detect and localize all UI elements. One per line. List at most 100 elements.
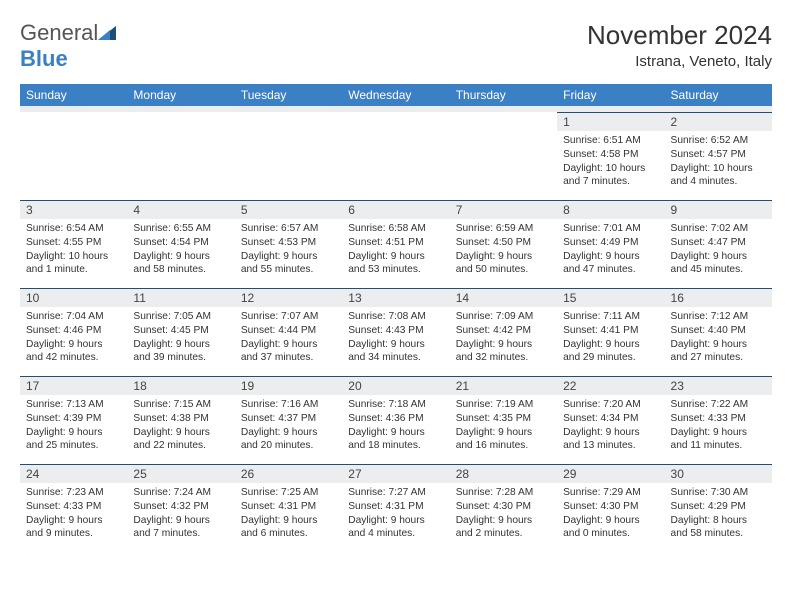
day-number: 11: [127, 288, 234, 307]
day-cell: 3Sunrise: 6:54 AMSunset: 4:55 PMDaylight…: [20, 200, 127, 288]
day-cell: 15Sunrise: 7:11 AMSunset: 4:41 PMDayligh…: [557, 288, 664, 376]
weekday-wednesday: Wednesday: [342, 84, 449, 106]
day-details: Sunrise: 6:55 AMSunset: 4:54 PMDaylight:…: [127, 219, 234, 280]
day-cell: 2Sunrise: 6:52 AMSunset: 4:57 PMDaylight…: [665, 112, 772, 200]
day-number: 4: [127, 200, 234, 219]
day-details: Sunrise: 7:01 AMSunset: 4:49 PMDaylight:…: [557, 219, 664, 280]
day-cell: 5Sunrise: 6:57 AMSunset: 4:53 PMDaylight…: [235, 200, 342, 288]
day-cell: 20Sunrise: 7:18 AMSunset: 4:36 PMDayligh…: [342, 376, 449, 464]
day-details: Sunrise: 7:18 AMSunset: 4:36 PMDaylight:…: [342, 395, 449, 456]
day-details: Sunrise: 7:05 AMSunset: 4:45 PMDaylight:…: [127, 307, 234, 368]
day-cell: 9Sunrise: 7:02 AMSunset: 4:47 PMDaylight…: [665, 200, 772, 288]
day-number: 23: [665, 376, 772, 395]
day-number: 25: [127, 464, 234, 483]
day-cell: 13Sunrise: 7:08 AMSunset: 4:43 PMDayligh…: [342, 288, 449, 376]
weekday-friday: Friday: [557, 84, 664, 106]
day-cell: 12Sunrise: 7:07 AMSunset: 4:44 PMDayligh…: [235, 288, 342, 376]
day-details: Sunrise: 7:08 AMSunset: 4:43 PMDaylight:…: [342, 307, 449, 368]
calendar-body: 1Sunrise: 6:51 AMSunset: 4:58 PMDaylight…: [20, 112, 772, 552]
day-number: 24: [20, 464, 127, 483]
day-details: Sunrise: 6:57 AMSunset: 4:53 PMDaylight:…: [235, 219, 342, 280]
day-cell: 29Sunrise: 7:29 AMSunset: 4:30 PMDayligh…: [557, 464, 664, 552]
day-number: 5: [235, 200, 342, 219]
logo-blue: Blue: [20, 46, 68, 71]
day-cell: [127, 112, 234, 200]
day-number: 3: [20, 200, 127, 219]
logo-text: GeneralBlue: [20, 20, 116, 72]
header: GeneralBlue November 2024 Istrana, Venet…: [20, 20, 772, 72]
location: Istrana, Veneto, Italy: [587, 53, 772, 70]
calendar-row: 24Sunrise: 7:23 AMSunset: 4:33 PMDayligh…: [20, 464, 772, 552]
day-number: 13: [342, 288, 449, 307]
day-details: Sunrise: 7:15 AMSunset: 4:38 PMDaylight:…: [127, 395, 234, 456]
day-details: Sunrise: 7:07 AMSunset: 4:44 PMDaylight:…: [235, 307, 342, 368]
day-details: Sunrise: 7:27 AMSunset: 4:31 PMDaylight:…: [342, 483, 449, 544]
day-number: 27: [342, 464, 449, 483]
day-details: Sunrise: 6:54 AMSunset: 4:55 PMDaylight:…: [20, 219, 127, 280]
day-cell: 21Sunrise: 7:19 AMSunset: 4:35 PMDayligh…: [450, 376, 557, 464]
day-details: Sunrise: 7:11 AMSunset: 4:41 PMDaylight:…: [557, 307, 664, 368]
day-details: Sunrise: 7:29 AMSunset: 4:30 PMDaylight:…: [557, 483, 664, 544]
logo: GeneralBlue: [20, 20, 116, 72]
logo-general: General: [20, 20, 98, 45]
day-number: 29: [557, 464, 664, 483]
day-details: Sunrise: 7:09 AMSunset: 4:42 PMDaylight:…: [450, 307, 557, 368]
day-number: 1: [557, 112, 664, 131]
day-cell: 30Sunrise: 7:30 AMSunset: 4:29 PMDayligh…: [665, 464, 772, 552]
calendar-table: Sunday Monday Tuesday Wednesday Thursday…: [20, 84, 772, 552]
day-number: 16: [665, 288, 772, 307]
day-cell: 1Sunrise: 6:51 AMSunset: 4:58 PMDaylight…: [557, 112, 664, 200]
day-details: Sunrise: 7:20 AMSunset: 4:34 PMDaylight:…: [557, 395, 664, 456]
day-number: 19: [235, 376, 342, 395]
day-number: 18: [127, 376, 234, 395]
day-number: 14: [450, 288, 557, 307]
weekday-sunday: Sunday: [20, 84, 127, 106]
day-details: Sunrise: 7:23 AMSunset: 4:33 PMDaylight:…: [20, 483, 127, 544]
day-number: 9: [665, 200, 772, 219]
weekday-monday: Monday: [127, 84, 234, 106]
calendar-row: 1Sunrise: 6:51 AMSunset: 4:58 PMDaylight…: [20, 112, 772, 200]
day-cell: 26Sunrise: 7:25 AMSunset: 4:31 PMDayligh…: [235, 464, 342, 552]
day-cell: [342, 112, 449, 200]
day-details: Sunrise: 7:22 AMSunset: 4:33 PMDaylight:…: [665, 395, 772, 456]
month-title: November 2024: [587, 20, 772, 51]
day-number: 28: [450, 464, 557, 483]
calendar-row: 10Sunrise: 7:04 AMSunset: 4:46 PMDayligh…: [20, 288, 772, 376]
day-number: 26: [235, 464, 342, 483]
day-cell: 23Sunrise: 7:22 AMSunset: 4:33 PMDayligh…: [665, 376, 772, 464]
weekday-saturday: Saturday: [665, 84, 772, 106]
weekday-tuesday: Tuesday: [235, 84, 342, 106]
day-number: 30: [665, 464, 772, 483]
day-cell: 11Sunrise: 7:05 AMSunset: 4:45 PMDayligh…: [127, 288, 234, 376]
weekday-header-row: Sunday Monday Tuesday Wednesday Thursday…: [20, 84, 772, 106]
day-details: Sunrise: 7:12 AMSunset: 4:40 PMDaylight:…: [665, 307, 772, 368]
day-details: Sunrise: 7:30 AMSunset: 4:29 PMDaylight:…: [665, 483, 772, 544]
day-cell: 18Sunrise: 7:15 AMSunset: 4:38 PMDayligh…: [127, 376, 234, 464]
day-details: Sunrise: 7:16 AMSunset: 4:37 PMDaylight:…: [235, 395, 342, 456]
day-cell: 24Sunrise: 7:23 AMSunset: 4:33 PMDayligh…: [20, 464, 127, 552]
day-cell: 8Sunrise: 7:01 AMSunset: 4:49 PMDaylight…: [557, 200, 664, 288]
day-details: Sunrise: 7:19 AMSunset: 4:35 PMDaylight:…: [450, 395, 557, 456]
title-area: November 2024 Istrana, Veneto, Italy: [587, 20, 772, 70]
day-number: 12: [235, 288, 342, 307]
day-cell: [450, 112, 557, 200]
day-number: 21: [450, 376, 557, 395]
day-details: Sunrise: 6:51 AMSunset: 4:58 PMDaylight:…: [557, 131, 664, 192]
calendar-row: 17Sunrise: 7:13 AMSunset: 4:39 PMDayligh…: [20, 376, 772, 464]
weekday-thursday: Thursday: [450, 84, 557, 106]
day-details: Sunrise: 6:59 AMSunset: 4:50 PMDaylight:…: [450, 219, 557, 280]
day-cell: 22Sunrise: 7:20 AMSunset: 4:34 PMDayligh…: [557, 376, 664, 464]
day-cell: 27Sunrise: 7:27 AMSunset: 4:31 PMDayligh…: [342, 464, 449, 552]
day-number: 15: [557, 288, 664, 307]
day-cell: 16Sunrise: 7:12 AMSunset: 4:40 PMDayligh…: [665, 288, 772, 376]
day-details: Sunrise: 7:02 AMSunset: 4:47 PMDaylight:…: [665, 219, 772, 280]
day-number: 6: [342, 200, 449, 219]
day-number: 10: [20, 288, 127, 307]
day-cell: [235, 112, 342, 200]
day-cell: 19Sunrise: 7:16 AMSunset: 4:37 PMDayligh…: [235, 376, 342, 464]
day-details: Sunrise: 7:13 AMSunset: 4:39 PMDaylight:…: [20, 395, 127, 456]
day-cell: 4Sunrise: 6:55 AMSunset: 4:54 PMDaylight…: [127, 200, 234, 288]
day-cell: 6Sunrise: 6:58 AMSunset: 4:51 PMDaylight…: [342, 200, 449, 288]
day-cell: 10Sunrise: 7:04 AMSunset: 4:46 PMDayligh…: [20, 288, 127, 376]
day-cell: [20, 112, 127, 200]
